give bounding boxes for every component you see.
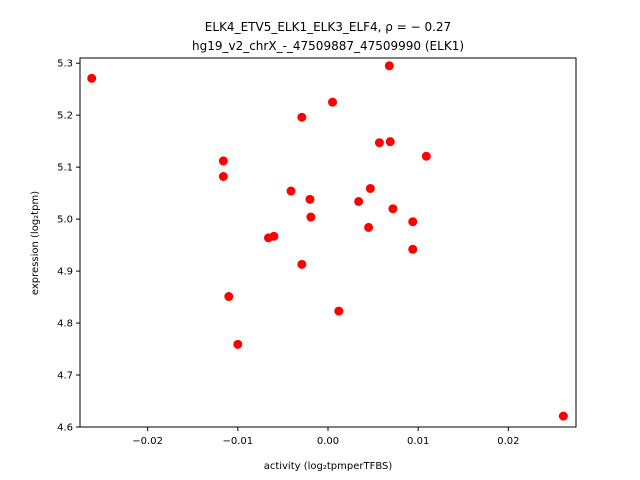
data-point: [233, 339, 243, 349]
data-point: [365, 183, 375, 193]
y-tick-label: 5.2: [57, 111, 73, 122]
data-point: [385, 137, 395, 147]
y-tick-label: 4.7: [57, 371, 73, 382]
y-tick-label: 4.6: [57, 423, 73, 434]
data-point: [305, 194, 315, 204]
data-point: [374, 138, 384, 148]
data-point: [408, 244, 418, 254]
plot-frame: [79, 57, 577, 428]
data-point: [269, 231, 279, 241]
data-point: [224, 292, 234, 302]
x-tick-label: 0.00: [317, 436, 339, 447]
data-point: [364, 222, 374, 232]
data-point: [334, 306, 344, 316]
y-axis-label: expression (log₂tpm): [30, 191, 41, 295]
x-tick-label: 0.02: [497, 436, 519, 447]
data-point: [306, 212, 316, 222]
data-point: [421, 151, 431, 161]
x-tick-label: 0.01: [407, 436, 429, 447]
ticks-layer: −0.02 −0.01 0.00 0.01 0.02 4.6 4.7 4.8 4.9 5.0 5.1…: [57, 59, 519, 447]
y-tick-label: 5.0: [57, 215, 73, 226]
data-point: [354, 196, 364, 206]
data-point: [286, 186, 296, 196]
data-point: [408, 217, 418, 227]
x-tick-label: −0.02: [132, 436, 163, 447]
data-point: [558, 411, 568, 421]
x-axis-label: activity (log₂tpmperTFBS): [264, 461, 393, 472]
y-tick-label: 4.8: [57, 319, 73, 330]
data-point: [218, 171, 228, 181]
chart-title-line1: ELK4_ETV5_ELK1_ELK3_ELF4, ρ = − 0.27: [205, 20, 451, 34]
y-tick-label: 4.9: [57, 267, 73, 278]
data-point: [218, 156, 228, 166]
y-tick-label: 5.1: [57, 163, 73, 174]
y-tick-label: 5.3: [57, 59, 73, 70]
points-layer: [87, 61, 568, 421]
data-point: [328, 97, 338, 107]
data-point: [297, 112, 307, 122]
data-point: [388, 204, 398, 214]
x-tick-label: −0.01: [222, 436, 253, 447]
data-point: [384, 61, 394, 71]
data-point: [87, 73, 97, 83]
chart-title-line2: hg19_v2_chrX_-_47509887_47509990 (ELK1): [192, 39, 464, 53]
data-point: [297, 259, 307, 269]
